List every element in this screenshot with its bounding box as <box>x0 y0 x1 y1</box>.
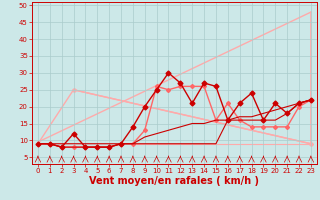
X-axis label: Vent moyen/en rafales ( km/h ): Vent moyen/en rafales ( km/h ) <box>89 176 260 186</box>
